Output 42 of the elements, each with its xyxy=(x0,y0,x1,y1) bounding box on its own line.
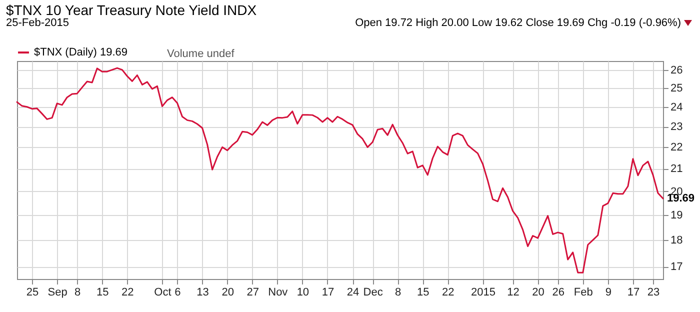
x-tick-label: 26 xyxy=(552,286,564,298)
legend-label: $TNX (Daily) 19.69 xyxy=(34,46,128,58)
x-tick-label: Nov xyxy=(268,286,288,298)
y-tick-label: 23 xyxy=(670,121,683,134)
x-tick-label: Feb xyxy=(574,286,593,298)
x-tick-label: 20 xyxy=(532,286,544,298)
chart-subtitle: 25-Feb-2015 xyxy=(6,17,69,29)
chart-title: $TNX 10 Year Treasury Note Yield INDX xyxy=(6,2,257,18)
x-tick-label: 22 xyxy=(442,286,454,298)
x-tick-label: Oct xyxy=(154,286,172,298)
x-tick-label: 25 xyxy=(26,286,39,298)
y-tick-label: 21 xyxy=(670,163,683,176)
y-tick-label: 24 xyxy=(670,101,683,114)
y-tick-label: 25 xyxy=(670,82,683,94)
x-tick-label: 17 xyxy=(322,286,334,298)
x-tick-label: 27 xyxy=(246,286,259,298)
x-tick-label: 15 xyxy=(96,286,109,298)
y-tick-label: 22 xyxy=(670,142,683,154)
x-tick-label: 6 xyxy=(174,286,181,298)
text: Open 19.72 High 20.00 Low 19.62 Close 19.69 Chg -0.19 (-0.96%) xyxy=(355,17,681,29)
x-tick-label: 10 xyxy=(296,286,310,298)
y-tick-label: 26 xyxy=(670,64,683,76)
x-tick-label: 24 xyxy=(346,286,360,298)
x-tick-label: 17 xyxy=(627,286,640,298)
x-tick-label: 22 xyxy=(122,286,134,298)
x-tick-label: 23 xyxy=(647,286,660,298)
x-tick-label: 8 xyxy=(74,286,81,298)
x-tick-label: 8 xyxy=(395,286,402,298)
x-tick-label: 2015 xyxy=(470,286,496,298)
x-tick-label: Sep xyxy=(48,286,68,298)
x-tick-label: 12 xyxy=(507,286,520,298)
text: Volume undef xyxy=(167,48,236,60)
x-tick-label: Dec xyxy=(363,286,384,298)
y-tick-label: 18 xyxy=(670,234,683,247)
x-tick-label: 13 xyxy=(196,286,209,298)
y-tick-label: 17 xyxy=(670,261,683,274)
y-tick-label: 19 xyxy=(670,210,683,222)
line-series xyxy=(16,67,664,274)
x-tick-label: 15 xyxy=(417,286,430,298)
text: 19.69 xyxy=(667,192,695,205)
x-tick-label: 9 xyxy=(605,286,612,298)
x-tick-label: 20 xyxy=(222,286,234,298)
